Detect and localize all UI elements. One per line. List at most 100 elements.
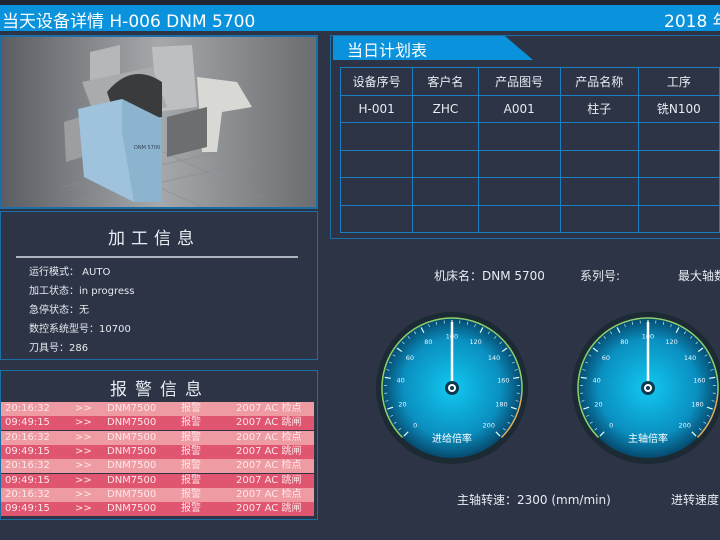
alarm-row[interactable]: 20:16:32 >> DNM7500 报警 2007 AC 检点 (1, 487, 314, 502)
gauge-tick (585, 361, 589, 364)
gauge-tick (589, 421, 593, 424)
alarm-arrow: >> (75, 488, 92, 500)
info-value: 286 (69, 343, 89, 354)
series-number: 系列号: (580, 269, 621, 283)
gauge-tick (384, 376, 391, 379)
alarm-panel: 报警信息 20:16:32 >> DNM7500 报警 2007 AC 检点 09:49:… (0, 370, 318, 520)
gauge-tick (581, 400, 585, 402)
gauge-tick (474, 324, 476, 328)
gauge-tick (709, 376, 716, 379)
gauge-arc-high (500, 393, 523, 439)
gauge-tick-label: 160 (693, 376, 705, 384)
info-label: 加工状态： (29, 286, 79, 297)
info-title: 加工信息 (108, 229, 200, 249)
table-cell (339, 204, 414, 233)
info-value: AUTO (79, 267, 111, 278)
gauge-label: 进给倍率 (432, 432, 472, 445)
alarm-code: 2007 AC 检点 (236, 460, 302, 472)
gauge-tick (508, 354, 512, 357)
table-row[interactable] (339, 122, 720, 151)
alarm-code: 2007 AC 检点 (236, 431, 302, 443)
machine-model-label: DNM 5700 (134, 145, 160, 151)
gauge-tick (420, 327, 425, 334)
gauge-tick-label: 60 (406, 354, 414, 362)
feed-override-gauge: 020406080100120140160180200进给倍率 (376, 312, 528, 464)
gauge-tick (683, 331, 687, 335)
alarm-arrow: >> (75, 445, 92, 457)
alarm-machine: DNM7500 (107, 488, 157, 500)
gauge-tick (407, 336, 411, 339)
gauge-tick (704, 354, 708, 357)
schedule-tab[interactable]: 当日计划表 (333, 36, 533, 60)
gauge-tick-label: 0 (609, 421, 613, 429)
gauge-tick (499, 341, 503, 345)
info-label: 刀具号： (29, 343, 69, 354)
alarm-machine: DNM7500 (107, 445, 157, 457)
table-cell: 铣N100 (637, 94, 720, 123)
alarm-row[interactable]: 20:16:32 >> DNM7500 报警 2007 AC 检点 (1, 402, 314, 416)
alarm-type: 报警 (181, 403, 201, 414)
gauge-tick-label: 120 (469, 338, 481, 346)
gauge-tick (691, 431, 697, 437)
column-header: 产品图号 (477, 67, 561, 96)
info-row-status: 加工状态：in progress (29, 282, 134, 297)
alarm-row[interactable]: 09:49:15 >> DNM7500 报警 2007 AC 跳闸 (1, 502, 314, 517)
gauge-tick-label: 200 (679, 421, 691, 429)
machine-name: 机床名：DNM 5700 (434, 269, 545, 283)
table-row[interactable] (339, 204, 720, 233)
gauge-tick-label: 20 (398, 401, 406, 409)
alarm-machine: DNM7500 (107, 417, 157, 429)
gauge-tick (513, 376, 520, 379)
gauge-tick-label: 80 (620, 338, 628, 346)
column-header: 产品名称 (559, 67, 639, 96)
table-row[interactable]: H-001 ZHC A001 柱子 铣N100 (339, 94, 720, 123)
table-cell (637, 149, 720, 178)
gauge-tick (706, 414, 710, 417)
table-cell (477, 122, 561, 151)
alarm-row[interactable]: 20:16:32 >> DNM7500 报警 2007 AC 检点 (1, 430, 314, 445)
gauge-tick (511, 361, 515, 364)
gauge-tick (597, 341, 601, 345)
alarm-row[interactable]: 09:49:15 >> DNM7500 报警 2007 AC 跳闸 (1, 473, 314, 488)
gauge-tick-label: 20 (594, 401, 602, 409)
machining-info-panel: 加工信息 运行模式： AUTO 加工状态：in progress 急停状态：无 … (0, 211, 318, 360)
alarm-type: 报警 (181, 445, 201, 457)
schedule-table: 设备序号 客户名 产品图号 产品名称 工序 H-001 ZHC A001 柱子 铣N100 (339, 67, 720, 233)
gauge-tick (592, 347, 599, 353)
info-divider (16, 256, 298, 258)
gauge-arc-normal (381, 317, 523, 439)
header-date: 2018 年 (664, 12, 720, 31)
alarm-row[interactable]: 09:49:15 >> DNM7500 报警 2007 AC 跳闸 (1, 444, 314, 459)
table-cell (559, 204, 639, 233)
gauge-tick (580, 376, 587, 379)
alarm-row[interactable]: 09:49:15 >> DNM7500 报警 2007 AC 跳闸 (1, 416, 314, 431)
gauge-tick (495, 431, 501, 437)
alarm-code: 2007 AC 检点 (236, 488, 302, 500)
gauge-tick (502, 428, 506, 431)
alarm-arrow: >> (75, 403, 92, 414)
gauge-tick (401, 341, 405, 345)
table-row[interactable] (339, 149, 720, 178)
table-cell (477, 177, 561, 206)
gauge-tick (675, 327, 680, 334)
gauge-tick (588, 354, 592, 357)
alarm-type: 报警 (181, 431, 201, 443)
table-row[interactable] (339, 177, 720, 206)
alarm-arrow: >> (75, 431, 92, 443)
gauge-tick (435, 321, 438, 325)
gauge-tick (689, 336, 693, 339)
alarm-code: 2007 AC 检点 (236, 403, 302, 414)
gauge-tick (515, 400, 519, 402)
max-axis: 最大轴数 (678, 269, 720, 283)
gauge-tick-label: 0 (413, 421, 417, 429)
gauge-tick (662, 321, 665, 325)
column-header: 设备序号 (339, 67, 414, 96)
gauge-tick (599, 431, 605, 437)
table-cell (559, 149, 639, 178)
gauge-tick (396, 347, 403, 353)
gauge-tick (631, 321, 634, 325)
alarm-type: 报警 (181, 488, 201, 500)
table-cell (637, 122, 720, 151)
alarm-row[interactable]: 20:16:32 >> DNM7500 报警 2007 AC 检点 (1, 459, 314, 474)
spindle-override-gauge: 020406080100120140160180200主轴倍率 (572, 312, 720, 464)
